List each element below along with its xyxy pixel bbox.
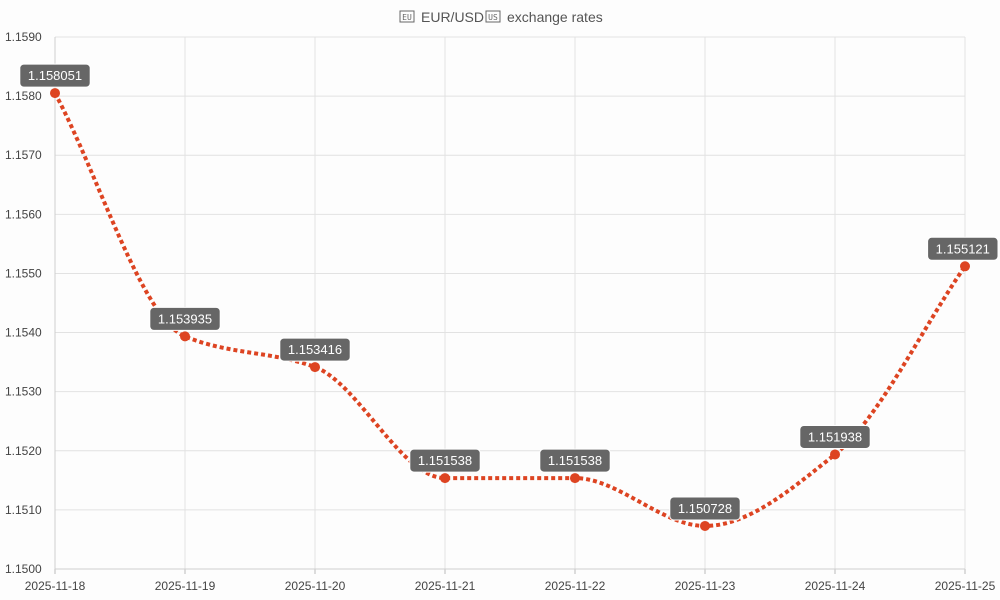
data-label-box xyxy=(149,306,221,331)
data-label: 1.151538 xyxy=(418,453,472,468)
y-tick-label: 1.1520 xyxy=(5,444,42,458)
y-tick-label: 1.1500 xyxy=(5,562,42,576)
us-flag-text: US xyxy=(488,13,498,22)
data-label: 1.153416 xyxy=(288,342,342,357)
data-label-box xyxy=(409,448,481,473)
data-point xyxy=(310,362,320,373)
data-label-box xyxy=(669,496,741,521)
eu-flag-icon: EU xyxy=(399,10,415,23)
axes: 1.15001.15101.15201.15301.15401.15501.15… xyxy=(5,30,996,593)
data-label-box xyxy=(539,448,611,473)
data-point xyxy=(960,261,970,272)
chart-title-base: EUR/USD xyxy=(421,9,484,25)
data-point xyxy=(700,520,710,531)
x-tick-label: 2025-11-24 xyxy=(805,579,866,593)
data-label: 1.150728 xyxy=(678,501,732,516)
data-point xyxy=(180,331,190,342)
y-tick-label: 1.1550 xyxy=(5,266,42,280)
data-label-box xyxy=(279,337,351,362)
data-label-box xyxy=(927,236,999,261)
chart-title-suffix: exchange rates xyxy=(507,9,603,25)
y-tick-label: 1.1590 xyxy=(5,30,42,44)
x-tick-label: 2025-11-21 xyxy=(415,579,476,593)
x-tick-label: 2025-11-22 xyxy=(545,579,606,593)
data-label: 1.153935 xyxy=(158,311,212,326)
data-point xyxy=(570,473,580,484)
data-label-box xyxy=(799,424,871,449)
data-label: 1.155121 xyxy=(936,241,990,256)
y-tick-label: 1.1510 xyxy=(5,503,42,517)
y-tick-label: 1.1560 xyxy=(5,207,42,221)
y-tick-label: 1.1540 xyxy=(5,326,42,340)
x-tick-label: 2025-11-23 xyxy=(675,579,736,593)
grid xyxy=(54,36,966,570)
data-point xyxy=(440,473,450,484)
y-tick-label: 1.1580 xyxy=(5,89,42,103)
data-point xyxy=(830,449,840,460)
x-tick-label: 2025-11-18 xyxy=(25,579,86,593)
data-label: 1.151538 xyxy=(548,453,602,468)
y-tick-label: 1.1570 xyxy=(5,148,42,162)
us-flag-icon: US xyxy=(485,10,501,23)
x-tick-label: 2025-11-20 xyxy=(285,579,346,593)
data-label: 1.151938 xyxy=(808,429,862,444)
data-point xyxy=(50,88,60,99)
plot-area xyxy=(50,88,970,531)
x-tick-label: 2025-11-25 xyxy=(935,579,996,593)
y-tick-label: 1.1530 xyxy=(5,385,42,399)
eu-flag-text: EU xyxy=(402,13,412,22)
x-tick-label: 2025-11-19 xyxy=(155,579,216,593)
chart-title: EU EUR/USD US exchange rates xyxy=(399,9,603,25)
data-label: 1.158051 xyxy=(28,68,82,83)
data-labels: 1.158051 1.153935 1.153416 1.151538 1.151538… xyxy=(19,63,999,521)
data-label-box xyxy=(19,63,91,88)
